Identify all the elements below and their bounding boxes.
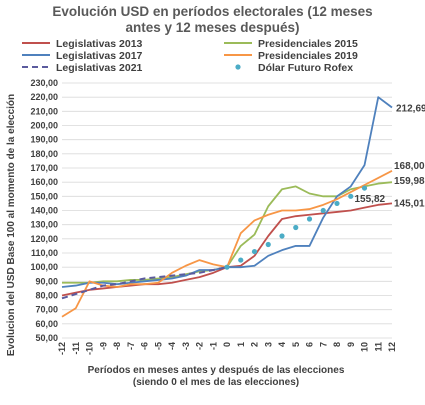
y-tick-label: 140,00 bbox=[30, 206, 58, 216]
y-tick-label: 90,00 bbox=[35, 276, 58, 286]
series-point-d-lar-futuro-rofex bbox=[320, 207, 326, 214]
series-point-d-lar-futuro-rofex bbox=[306, 216, 313, 222]
x-tick-label: 2 bbox=[250, 342, 260, 347]
y-tick-label: 130,00 bbox=[30, 220, 58, 230]
x-tick-label: 12 bbox=[387, 342, 397, 352]
x-tick-label: 9 bbox=[346, 342, 356, 347]
x-tick-label: 11 bbox=[373, 342, 383, 352]
y-tick-label: 70,00 bbox=[35, 305, 58, 315]
series-point-d-lar-futuro-rofex bbox=[224, 264, 230, 270]
x-tick-label: -5 bbox=[153, 342, 163, 350]
x-tick-label: -7 bbox=[126, 342, 136, 350]
y-tick-label: 200,00 bbox=[30, 121, 58, 131]
legend-label-legislativas-2017: Legislativas 2017 bbox=[56, 50, 143, 62]
y-tick-label: 110,00 bbox=[31, 248, 58, 258]
x-axis-title-line-1: Períodos en meses antes y después de las… bbox=[88, 365, 345, 376]
x-tick-label: 7 bbox=[318, 342, 328, 347]
legend-label-presidenciales-2015: Presidenciales 2015 bbox=[258, 38, 358, 50]
series-line-legislativas-2021 bbox=[61, 266, 228, 300]
x-tick-label: -11 bbox=[71, 342, 81, 355]
x-tick-label: 5 bbox=[291, 342, 301, 347]
y-tick-label: 220,00 bbox=[30, 92, 58, 102]
x-tick-label: -9 bbox=[98, 342, 108, 350]
series-point-d-lar-futuro-rofex bbox=[334, 200, 340, 207]
y-tick-label: 210,00 bbox=[30, 106, 58, 116]
y-tick-label: 150,00 bbox=[30, 191, 58, 201]
x-tick-label: 10 bbox=[360, 342, 370, 352]
series-point-d-lar-futuro-rofex bbox=[265, 241, 271, 248]
x-axis-ticks: -12 -11 -10 -9 -8 -7 -6 -5 -4 -3 -2 -1 0 1 2 3 4 5 6 7 8 9 10 1… bbox=[57, 342, 397, 355]
y-tick-label: 190,00 bbox=[30, 135, 58, 145]
x-tick-label: 0 bbox=[222, 342, 232, 347]
x-tick-label: 8 bbox=[332, 342, 342, 347]
x-tick-label: 3 bbox=[263, 342, 273, 347]
x-tick-label: 1 bbox=[236, 342, 246, 347]
series-point-d-lar-futuro-rofex bbox=[251, 248, 258, 255]
legend-marker-d-lar-futuro-rofex bbox=[235, 64, 241, 70]
legend-label-legislativas-2021: Legislativas 2021 bbox=[56, 62, 143, 74]
end-value-label: 159,98 bbox=[394, 176, 425, 187]
legend-label-d-lar-futuro-rofex: Dólar Futuro Rofex bbox=[258, 62, 353, 74]
y-tick-label: 60,00 bbox=[35, 319, 58, 329]
x-tick-label: -6 bbox=[140, 342, 150, 350]
x-tick-label: -1 bbox=[208, 342, 218, 350]
x-tick-label: -12 bbox=[57, 342, 67, 355]
chart-title-line-2: antes y 12 meses después) bbox=[125, 20, 300, 35]
y-tick-label: 230,00 bbox=[30, 78, 58, 88]
series-point-d-lar-futuro-rofex bbox=[279, 233, 285, 239]
legend-label-presidenciales-2019: Presidenciales 2019 bbox=[258, 50, 358, 62]
chart-title: Evolución USD en períodos electorales (1… bbox=[0, 4, 425, 36]
series-point-d-lar-futuro-rofex bbox=[293, 224, 299, 231]
end-value-label: 145,01 bbox=[394, 198, 425, 209]
end-value-label: 168,00 bbox=[394, 161, 425, 172]
y-tick-label: 180,00 bbox=[30, 149, 58, 159]
y-tick-label: 100,00 bbox=[30, 262, 58, 272]
x-tick-label: -2 bbox=[195, 342, 205, 350]
gridlines bbox=[62, 82, 392, 339]
x-axis-title-line-2: (siendo 0 el mes de las elecciones) bbox=[133, 377, 299, 388]
y-tick-label: 160,00 bbox=[30, 177, 58, 187]
y-tick-label: 170,00 bbox=[30, 163, 58, 173]
x-tick-label: -4 bbox=[167, 342, 177, 350]
x-tick-label: 4 bbox=[277, 342, 287, 347]
series-point-d-lar-futuro-rofex bbox=[361, 185, 368, 191]
x-tick-label: -10 bbox=[85, 342, 95, 355]
series-point-d-lar-futuro-rofex bbox=[238, 257, 244, 263]
y-axis-ticks: 50,00 60,00 70,00 80,00 90,00 100,00 110,00 120… bbox=[30, 78, 58, 343]
x-tick-label: -8 bbox=[112, 342, 122, 350]
legend-label-legislativas-2013: Legislativas 2013 bbox=[56, 38, 143, 50]
y-tick-label: 50,00 bbox=[35, 333, 58, 343]
chart-title-line-1: Evolución USD en períodos electorales (1… bbox=[52, 4, 373, 19]
end-value-label: 155,82 bbox=[355, 194, 386, 205]
y-tick-label: 80,00 bbox=[35, 291, 58, 301]
x-tick-label: -3 bbox=[181, 342, 191, 350]
x-tick-label: 6 bbox=[305, 342, 315, 347]
end-value-label: 212,69 bbox=[396, 104, 425, 115]
series-lines bbox=[61, 96, 393, 318]
series-point-d-lar-futuro-rofex bbox=[348, 193, 354, 199]
y-tick-label: 120,00 bbox=[30, 234, 58, 244]
end-value-labels: 212,69 168,00 159,98 155,82 145,01 bbox=[355, 104, 425, 210]
y-axis-title: Evolucion del USD Base 100 al momento de… bbox=[6, 94, 17, 356]
